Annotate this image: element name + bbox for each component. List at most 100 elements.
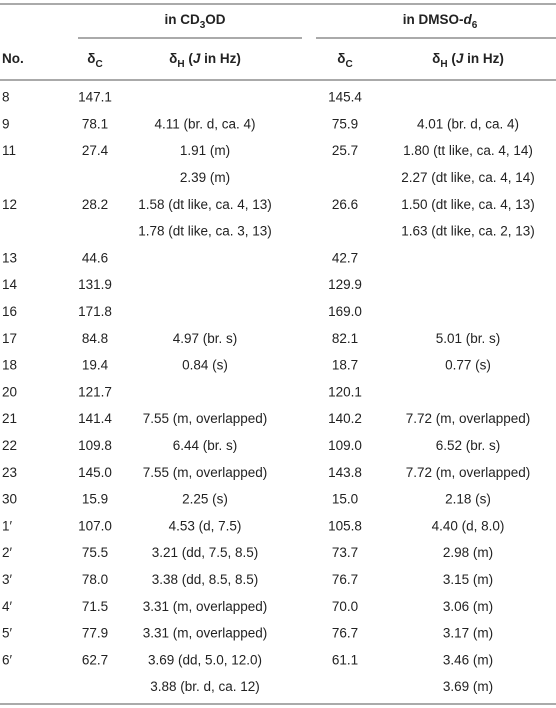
- cell: 9: [2, 116, 10, 131]
- cell: 7.55 (m, overlapped): [143, 411, 268, 426]
- cell: 84.8: [82, 331, 108, 346]
- cell: 75.9: [332, 116, 358, 131]
- cell: 121.7: [78, 384, 112, 399]
- cell: 1.63 (dt like, ca. 2, 13): [401, 224, 535, 239]
- cell: 143.8: [328, 465, 362, 480]
- column-header: No.: [2, 51, 24, 66]
- header-text: in Hz): [200, 51, 241, 66]
- column-header: δC: [87, 51, 102, 71]
- header-text: J: [193, 51, 201, 66]
- cell: 17: [2, 331, 17, 346]
- cell: 1′: [2, 518, 13, 533]
- cell: 76.7: [332, 572, 358, 587]
- cell: 62.7: [82, 652, 108, 667]
- cell: 15.0: [332, 492, 358, 507]
- cell: 3.06 (m): [443, 599, 493, 614]
- cell: 42.7: [332, 250, 358, 265]
- cell: 78.1: [82, 116, 108, 131]
- header-text: δ: [432, 51, 440, 66]
- cell: 141.4: [78, 411, 112, 426]
- header-text: No.: [2, 51, 24, 66]
- header-text: C: [345, 59, 352, 70]
- cell: 3.38 (dd, 8.5, 8.5): [152, 572, 259, 587]
- cell: 2.25 (s): [182, 492, 228, 507]
- header-text: δ: [87, 51, 95, 66]
- cell: 7.72 (m, overlapped): [406, 411, 531, 426]
- cell: 27.4: [82, 143, 109, 158]
- column-header: δH (J in Hz): [169, 51, 241, 71]
- cell: 30: [2, 492, 17, 507]
- cell: 4.40 (d, 8.0): [432, 518, 505, 533]
- header-text: OD: [205, 12, 226, 27]
- cell: 15.9: [82, 492, 108, 507]
- cell: 1.58 (dt like, ca. 4, 13): [138, 197, 272, 212]
- cell: 171.8: [78, 304, 112, 319]
- cell: 12: [2, 197, 17, 212]
- cell: 3.88 (br. d, ca. 12): [150, 679, 260, 694]
- group-header: in CD3OD: [164, 12, 225, 32]
- cell: 25.7: [332, 143, 358, 158]
- cell: 131.9: [78, 277, 112, 292]
- cell: 70.0: [332, 599, 358, 614]
- cell: 16: [2, 304, 17, 319]
- cell: 0.77 (s): [445, 358, 491, 373]
- header-text: in DMSO-: [403, 12, 464, 27]
- header-text: δ: [337, 51, 345, 66]
- cell: 3.31 (m, overlapped): [143, 599, 268, 614]
- cell: 22: [2, 438, 17, 453]
- cell: 18: [2, 358, 17, 373]
- cell: 6.44 (br. s): [173, 438, 238, 453]
- cell: 4.53 (d, 7.5): [169, 518, 242, 533]
- cell: 61.1: [332, 652, 358, 667]
- cell: 2.27 (dt like, ca. 4, 14): [401, 170, 535, 185]
- cell: 0.84 (s): [182, 358, 228, 373]
- cell: 109.8: [78, 438, 112, 453]
- cell: 5′: [2, 626, 13, 641]
- cell: 73.7: [332, 545, 358, 560]
- cell: 3.46 (m): [443, 652, 493, 667]
- header-text: d: [463, 12, 472, 27]
- cell: 13: [2, 250, 17, 265]
- cell: 2.98 (m): [443, 545, 493, 560]
- cell: 6.52 (br. s): [436, 438, 501, 453]
- cell: 3′: [2, 572, 13, 587]
- cell: 3.69 (dd, 5.0, 12.0): [148, 652, 262, 667]
- cell: 120.1: [328, 384, 362, 399]
- cell: 147.1: [78, 90, 112, 105]
- column-header: δC: [337, 51, 352, 71]
- header-text: C: [95, 59, 102, 70]
- cell: 71.5: [82, 599, 108, 614]
- cell: 140.2: [328, 411, 362, 426]
- cell: 4.11 (br. d, ca. 4): [154, 116, 255, 131]
- cell: 3.17 (m): [443, 626, 493, 641]
- header-text: H: [177, 59, 184, 70]
- cell: 105.8: [328, 518, 362, 533]
- cell: 76.7: [332, 626, 358, 641]
- cell: 1.80 (tt like, ca. 4, 14): [403, 143, 533, 158]
- header-text: H: [440, 59, 447, 70]
- cell: 145.0: [78, 465, 112, 480]
- cell: 28.2: [82, 197, 108, 212]
- cell: 5.01 (br. s): [436, 331, 501, 346]
- cell: 129.9: [328, 277, 362, 292]
- cell: 18.7: [332, 358, 358, 373]
- cell: 6′: [2, 652, 13, 667]
- cell: 107.0: [78, 518, 112, 533]
- header-text: (: [448, 51, 457, 66]
- header-text: in CD: [164, 12, 199, 27]
- cell: 8: [2, 90, 10, 105]
- cell: 3.21 (dd, 7.5, 8.5): [152, 545, 259, 560]
- cell: 7.72 (m, overlapped): [406, 465, 531, 480]
- cell: 4′: [2, 599, 13, 614]
- header-text: (: [185, 51, 194, 66]
- cell: 23: [2, 465, 17, 480]
- cell: 3.15 (m): [443, 572, 493, 587]
- group-header: in DMSO-d6: [403, 12, 478, 32]
- cell: 2.39 (m): [180, 170, 230, 185]
- header-text: 3: [200, 20, 206, 31]
- cell: 19.4: [82, 358, 109, 373]
- cell: 2′: [2, 545, 13, 560]
- cell: 1.91 (m): [180, 143, 230, 158]
- cell: 7.55 (m, overlapped): [143, 465, 268, 480]
